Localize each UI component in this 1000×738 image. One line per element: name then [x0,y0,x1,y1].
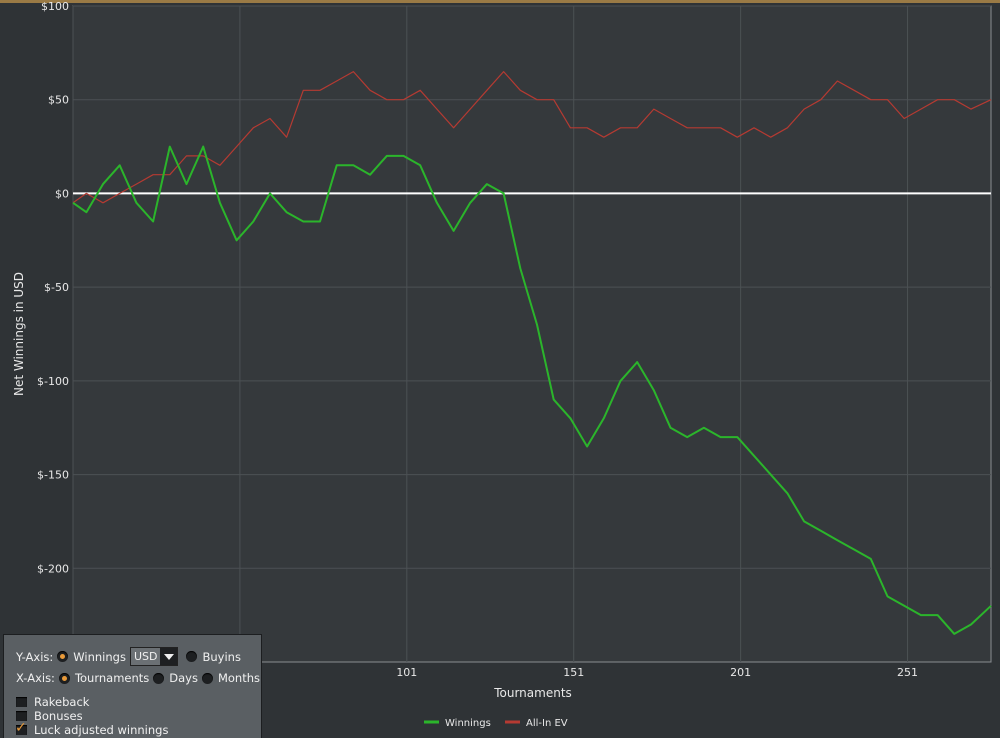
winnings-label: Winnings [73,649,126,664]
y-tick-label: $-150 [37,469,69,482]
chart-grid [72,5,991,662]
currency-select[interactable]: USD [129,647,179,666]
series-lines [72,70,992,635]
chart-legend: Winnings All-In EV [424,718,568,729]
months-label: Months [217,671,261,685]
tournaments-label: Tournaments [74,671,150,685]
y-tick-label: $0 [55,187,69,200]
y-axis-label: Y-Axis: [16,649,54,664]
rakeback-checkbox[interactable] [16,697,27,707]
bonuses-row[interactable]: Bonuses [16,709,83,723]
bonuses-label: Bonuses [34,709,83,723]
winnings-series-line [72,145,992,635]
all-in-ev-legend-label: All-In EV [526,718,568,729]
days-radio[interactable] [153,672,165,684]
winnings-radio[interactable] [57,651,69,662]
x-axis-row: X-Axis: Tournaments Days Months [16,671,260,685]
x-axis-label: X-Axis: [16,671,55,685]
rakeback-label: Rakeback [34,695,90,709]
luck-row[interactable]: Luck adjusted winnings [15,720,169,737]
graph-options-panel: Y-Axis: Winnings USD Buyins X-Axis: Tour… [3,634,262,738]
buyins-label: Buyins [202,649,241,664]
y-tick-label: $100 [41,0,69,13]
all-in-ev-series-line [72,70,992,204]
x-tick-label: 251 [897,666,918,679]
buyins-radio[interactable] [186,651,198,662]
plot-area [72,5,992,663]
luck-checkbox[interactable] [15,720,27,736]
months-radio[interactable] [201,672,213,684]
y-tick-labels: $100 $50 $0 $-50 $-100 $-150 $-200 [37,0,69,575]
y-tick-label: $-100 [37,375,69,388]
chevron-down-icon[interactable] [160,648,178,665]
currency-value: USD [133,650,158,663]
rakeback-row[interactable]: Rakeback [16,695,89,709]
x-axis-title: Tournaments [493,686,572,700]
x-tick-label: 201 [730,666,751,679]
y-tick-label: $50 [48,94,69,107]
y-tick-label: $-200 [37,562,69,575]
winnings-legend-label: Winnings [445,718,491,729]
luck-label: Luck adjusted winnings [34,723,169,737]
window-top-border [0,0,1000,3]
y-tick-label: $-50 [44,281,69,294]
x-tick-label: 101 [396,666,417,679]
bonuses-checkbox[interactable] [16,711,27,721]
y-axis-title: Net Winnings in USD [12,272,26,396]
tournaments-radio[interactable] [58,672,70,684]
y-axis-row: Y-Axis: Winnings USD Buyins [16,647,241,666]
x-tick-label: 151 [563,666,584,679]
days-label: Days [169,671,198,685]
